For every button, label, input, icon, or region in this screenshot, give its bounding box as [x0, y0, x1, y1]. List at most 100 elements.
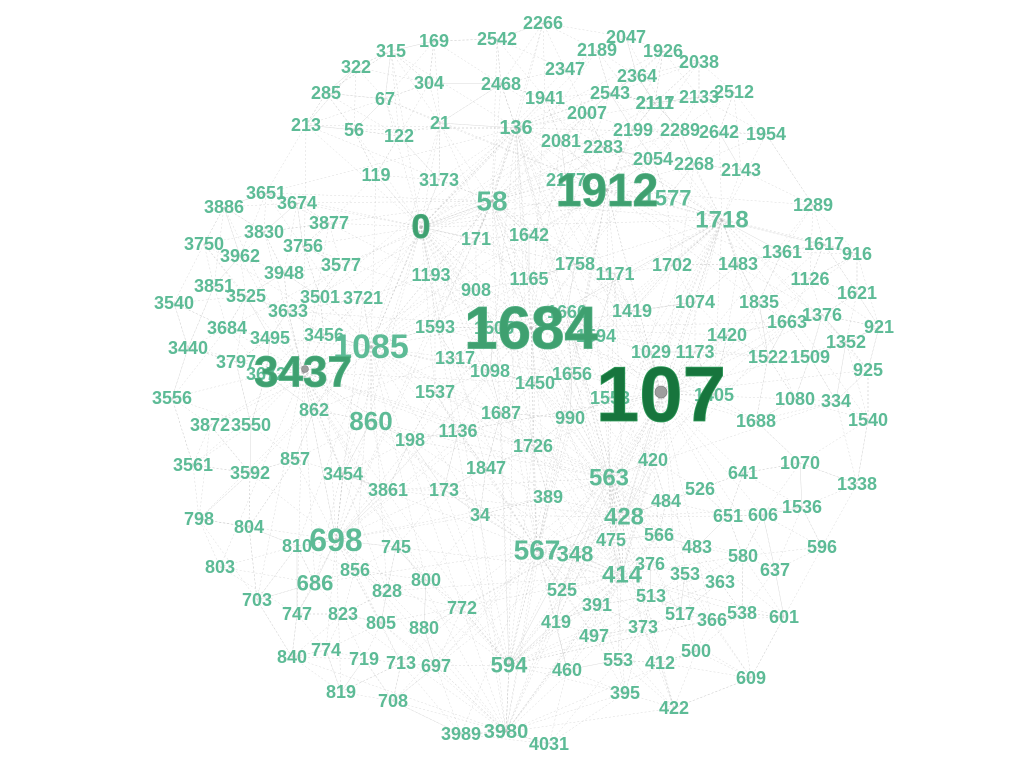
- graph-edge: [325, 50, 392, 94]
- node-label-2468: 2468: [481, 74, 521, 94]
- node-label-596: 596: [807, 537, 837, 557]
- node-label-1926: 1926: [643, 41, 683, 61]
- node-label-0: 0: [412, 208, 431, 246]
- graph-edge: [679, 129, 720, 133]
- graph-edge: [650, 573, 686, 597]
- graph-edge: [302, 371, 538, 551]
- graph-edge: [328, 174, 377, 224]
- graph-edge: [505, 731, 550, 745]
- graph-edge: [623, 516, 660, 536]
- graph-edge: [192, 424, 211, 466]
- graph-edge: [256, 371, 304, 601]
- graph-edge: [621, 563, 651, 576]
- graph-edge: [624, 626, 644, 694]
- graph-edge: [652, 459, 660, 536]
- graph-edge: [623, 459, 654, 518]
- node-label-1173: 1173: [675, 342, 714, 362]
- graph-edge: [475, 278, 530, 291]
- graph-edge: [609, 219, 723, 399]
- node-label-3556: 3556: [152, 388, 192, 408]
- graph-edge: [505, 692, 626, 733]
- graph-edge: [555, 604, 598, 623]
- graph-edge: [420, 112, 588, 228]
- graph-edge: [219, 566, 298, 615]
- node-label-391: 391: [582, 595, 612, 615]
- graph-edge: [652, 459, 667, 502]
- graph-edge: [508, 127, 517, 666]
- graph-edge: [335, 412, 502, 541]
- graph-edge: [515, 127, 532, 329]
- node-label-419: 419: [541, 612, 571, 632]
- graph-edge: [305, 124, 493, 202]
- graph-edge: [235, 295, 247, 363]
- graph-edge: [623, 506, 803, 518]
- graph-edge: [370, 238, 477, 348]
- graph-edge: [296, 539, 337, 615]
- node-label-747: 747: [282, 604, 312, 624]
- graph-edge: [434, 327, 532, 393]
- graph-edge: [671, 263, 739, 266]
- graph-edge: [566, 263, 576, 313]
- graph-edge: [395, 546, 427, 581]
- graph-edge: [323, 334, 372, 348]
- graph-edge: [287, 310, 325, 336]
- graph-edge: [606, 158, 654, 191]
- graph-edge: [774, 546, 823, 571]
- graph-edge: [314, 569, 356, 584]
- graph-edge: [263, 192, 267, 233]
- graph-edge: [433, 38, 498, 42]
- node-label-3721: 3721: [343, 288, 383, 308]
- graph-edge: [649, 534, 660, 565]
- graph-edge: [354, 569, 382, 624]
- graph-edge: [821, 292, 858, 316]
- graph-edge: [586, 112, 634, 131]
- graph-edge: [491, 200, 723, 221]
- graph-edge: [323, 297, 364, 336]
- graph-edge: [380, 622, 402, 664]
- graph-edge: [496, 38, 566, 70]
- graph-edge: [560, 140, 567, 181]
- graph-edge: [434, 326, 538, 551]
- graph-edge: [423, 607, 463, 629]
- graph-edge: [650, 595, 713, 621]
- node-label-3456: 3456: [304, 325, 344, 345]
- graph-edge: [666, 197, 673, 266]
- node-label-460: 460: [552, 660, 582, 680]
- graph-edge: [443, 489, 510, 666]
- graph-edge: [435, 664, 510, 667]
- graph-edge: [762, 506, 803, 516]
- node-label-856: 856: [340, 560, 370, 580]
- node-label-1726: 1726: [513, 436, 553, 456]
- graph-edge: [566, 311, 610, 479]
- graph-edge: [335, 189, 608, 541]
- graph-edge: [631, 310, 652, 353]
- graph-edge: [370, 346, 491, 372]
- graph-edge: [370, 346, 549, 498]
- node-label-651: 651: [713, 506, 743, 526]
- graph-edge: [263, 202, 298, 233]
- graph-edge: [867, 326, 880, 371]
- graph-edge: [430, 274, 495, 329]
- graph-edge: [508, 534, 660, 666]
- graph-edge: [662, 50, 700, 98]
- graph-edge: [335, 539, 437, 667]
- graph-edge: [460, 733, 550, 745]
- graph-edge: [420, 226, 616, 275]
- graph-edge: [809, 278, 858, 294]
- graph-edge: [420, 226, 507, 733]
- graph-edge: [799, 462, 803, 508]
- graph-edge: [489, 370, 502, 414]
- graph-edge: [767, 321, 788, 358]
- graph-edge: [515, 91, 735, 129]
- node-label-1617: 1617: [804, 234, 844, 254]
- graph-edge: [515, 127, 597, 337]
- graph-edge: [608, 477, 623, 576]
- graph-edge: [302, 222, 330, 247]
- node-label-916: 916: [842, 244, 872, 264]
- graph-edge: [696, 515, 729, 548]
- graph-edge: [801, 506, 823, 548]
- graph-edge: [623, 351, 696, 518]
- node-dot-3437: [301, 365, 309, 373]
- node-label-719: 719: [349, 649, 379, 669]
- graph-edge: [821, 314, 880, 328]
